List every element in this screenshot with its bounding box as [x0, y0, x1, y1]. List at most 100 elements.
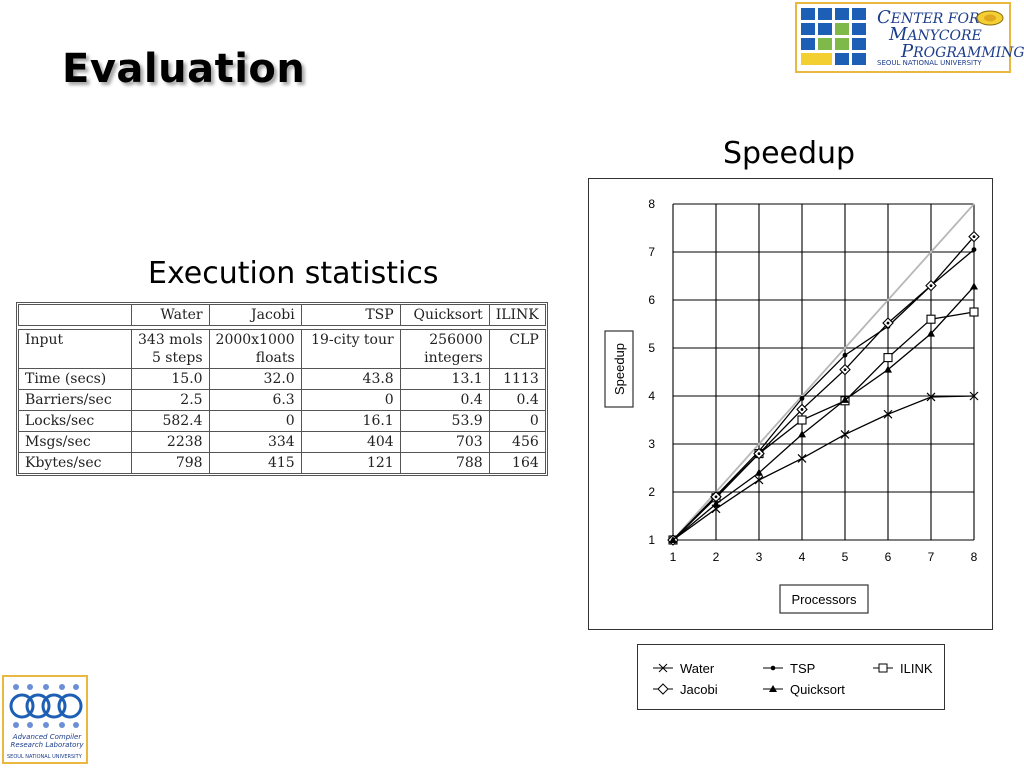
table-cell: 0.4 [399, 389, 490, 411]
table-cell: 6.3 [208, 389, 302, 411]
cmp-logo-c: C [877, 7, 891, 28]
data-point [927, 329, 935, 337]
x-tick-label: 2 [713, 550, 720, 564]
x-axis-label: Processors [791, 592, 857, 607]
x-tick-label: 7 [928, 550, 935, 564]
cmp-logo-university: SEOUL NATIONAL UNIVERSITY [877, 59, 982, 67]
table-cell: 334 [208, 431, 302, 453]
data-point [883, 353, 893, 363]
table-cell: 0.4 [488, 389, 546, 411]
cmp-logo-anycore: ANYCORE [907, 28, 982, 44]
data-point [755, 468, 763, 476]
reference-line [672, 203, 975, 541]
data-point [883, 409, 893, 419]
table-row-label: Input [18, 329, 132, 369]
cmp-logo-p: P [901, 41, 914, 62]
table-cell: 582.4 [131, 410, 210, 432]
legend-label: ILINK [900, 660, 933, 676]
chart-reference-line [672, 203, 975, 541]
chart-grid [672, 203, 975, 541]
table-header-cell: TSP [300, 304, 401, 326]
speedup-heading: Speedup [723, 136, 856, 171]
legend-label: Water [680, 660, 715, 676]
data-point [754, 475, 764, 485]
table-cell: 798 [131, 452, 210, 474]
table-row-label: Kbytes/sec [18, 452, 132, 474]
y-tick-label: 8 [648, 197, 655, 211]
table-cell: 788 [399, 452, 490, 474]
x-tick-label: 4 [799, 550, 806, 564]
y-tick-label: 3 [648, 437, 655, 451]
y-tick-label: 7 [648, 245, 655, 259]
table-cell: CLP [488, 329, 546, 369]
legend-square-marker-icon [873, 663, 893, 673]
data-point [926, 392, 936, 402]
cmp-logo-chip-icon [976, 10, 1004, 26]
table-cell: 164 [488, 452, 546, 474]
legend-label: Quicksort [790, 681, 845, 697]
cmp-logo-enter-for: ENTER FOR [890, 11, 980, 27]
legend-triangle-marker-icon [763, 685, 783, 692]
series-line [672, 236, 975, 541]
legend-item-ilink: ILINK [872, 660, 933, 676]
table-header-row: Water Jacobi TSP Quicksort ILINK [18, 304, 546, 326]
legend-item-water: Water [652, 660, 714, 676]
table-row: Msgs/sec 2238 334 404 703 456 [18, 431, 546, 453]
table-cell: 1113 [488, 368, 546, 390]
y-tick-label: 5 [648, 341, 655, 355]
legend-label: Jacobi [680, 681, 718, 697]
data-point [841, 395, 849, 403]
data-point [926, 314, 936, 324]
x-tick-label: 6 [885, 550, 892, 564]
series-jacobi [667, 230, 980, 546]
data-point-center [714, 495, 718, 499]
table-header-cell: Jacobi [208, 304, 302, 326]
y-tick-label: 4 [648, 389, 655, 403]
x-tick-label: 1 [670, 550, 677, 564]
table-cell: 121 [300, 452, 401, 474]
x-axis-label-box [779, 584, 869, 614]
slide-title: Evaluation [62, 46, 306, 92]
table-cell: 2.5 [131, 389, 210, 411]
execution-statistics-table: Water Jacobi TSP Quicksort ILINK Input 3… [16, 302, 548, 476]
data-point [970, 282, 978, 290]
data-point [798, 430, 806, 438]
table-cell: 53.9 [399, 410, 490, 432]
data-point [969, 391, 979, 401]
table-header-cell: Quicksort [399, 304, 490, 326]
table-row-label: Msgs/sec [18, 431, 132, 453]
data-point [840, 429, 850, 439]
acrl-logo: Advanced Compiler Research Laboratory SE… [2, 675, 88, 764]
legend-item-tsp: TSP [762, 660, 815, 676]
acrl-logo-name: Advanced Compiler Research Laboratory [7, 733, 87, 749]
data-point [884, 365, 892, 373]
chart-legend: Water Jacobi TSP Quicksort ILINK [637, 644, 945, 710]
table-row: Time (secs) 15.0 32.0 43.8 13.1 1113 [18, 368, 546, 390]
cmp-logo: CENTER FOR MANYCORE PROGRAMMING SEOUL NA… [795, 2, 1024, 73]
acrl-logo-name-line1: Advanced Compiler [12, 733, 82, 741]
data-point [712, 500, 720, 507]
data-point-center [843, 368, 847, 371]
legend-diamond-marker-icon [653, 683, 673, 695]
series-water [668, 391, 979, 545]
legend-label: TSP [790, 660, 816, 676]
table-row: Locks/sec 582.4 0 16.1 53.9 0 [18, 410, 546, 432]
data-point [797, 415, 807, 425]
table-cell: 703 [399, 431, 490, 453]
table-row: Barriers/sec 2.5 6.3 0 0.4 0.4 [18, 389, 546, 411]
table-cell: 15.0 [131, 368, 210, 390]
table-row: Kbytes/sec 798 415 121 788 164 [18, 452, 546, 474]
series-quicksort [669, 282, 978, 543]
data-point [669, 536, 677, 543]
legend-item-jacobi: Jacobi [652, 681, 718, 697]
speedup-chart-frame [588, 178, 993, 630]
table-header-cell: ILINK [488, 304, 546, 326]
legend-item-quicksort: Quicksort [762, 681, 845, 697]
table-cell: 13.1 [399, 368, 490, 390]
data-point-center [800, 408, 804, 411]
chart-series [667, 230, 980, 546]
acrl-logo-chain-icon [9, 684, 83, 728]
data-point [842, 352, 848, 358]
y-tick-label: 1 [648, 533, 655, 547]
table-row-label: Time (secs) [18, 368, 132, 390]
